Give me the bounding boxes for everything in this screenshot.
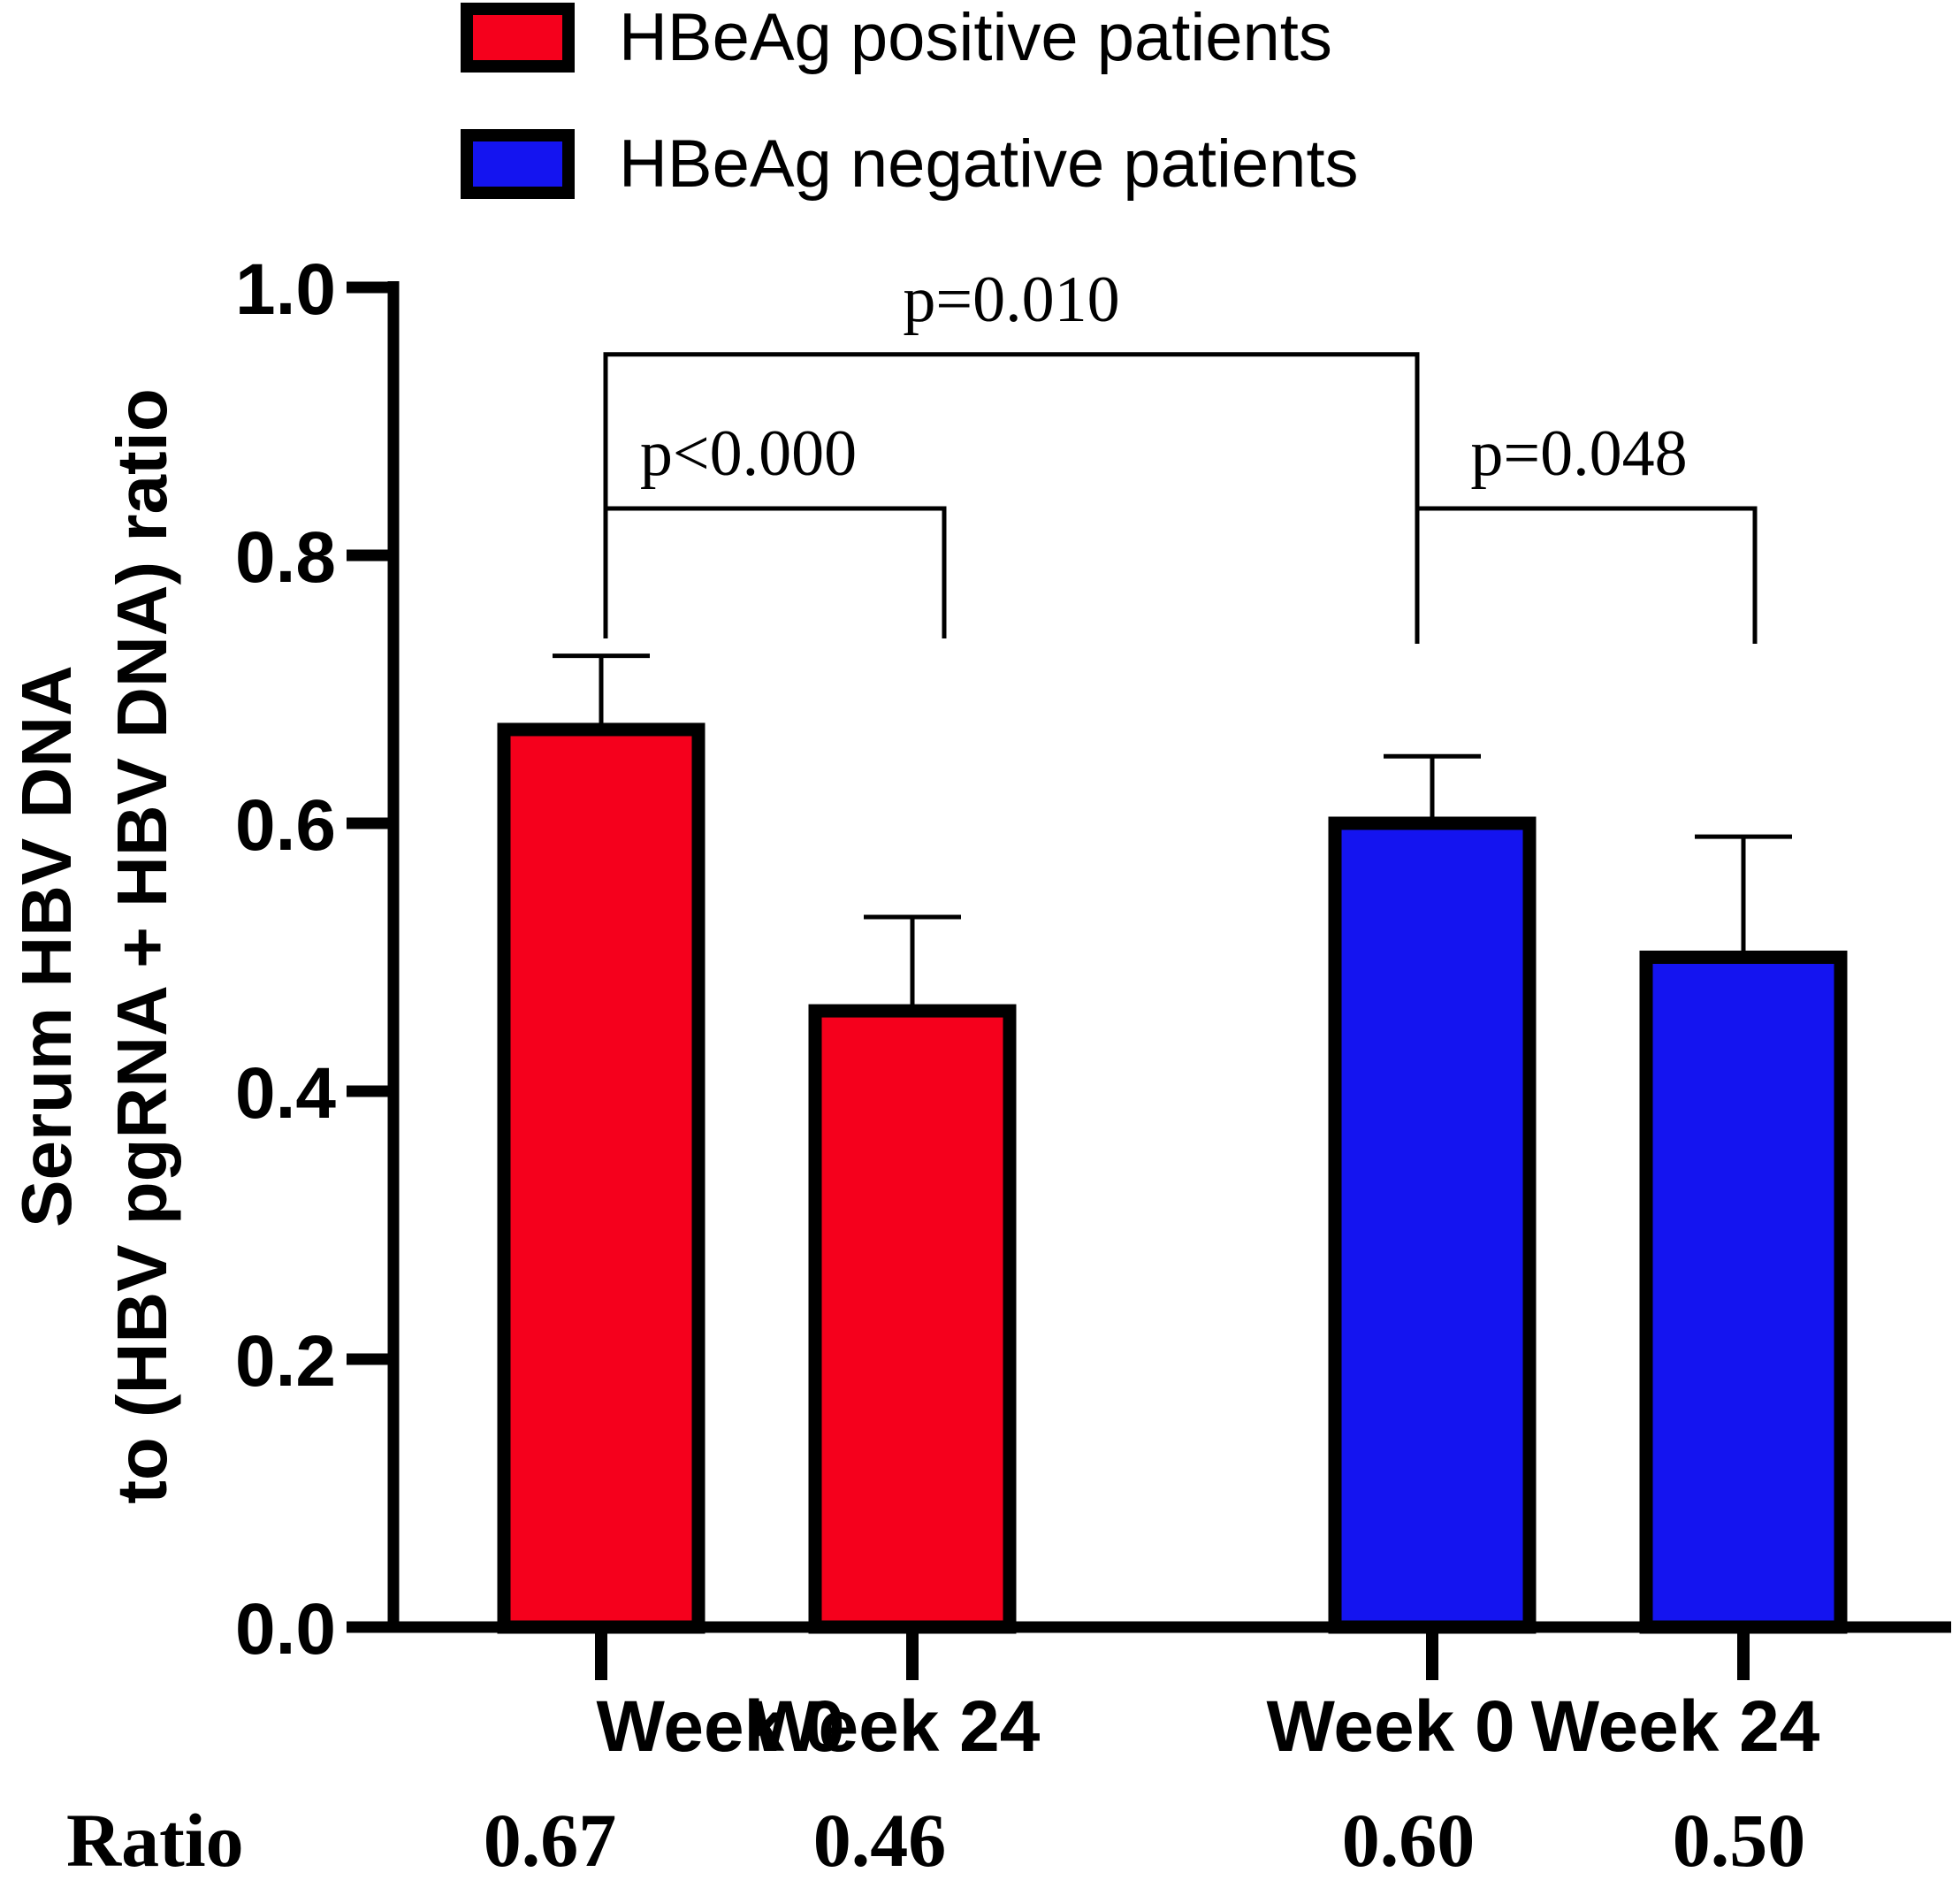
legend-label-positive: HBeAg positive patients bbox=[619, 0, 1332, 75]
y-tick-label: 0.2 bbox=[235, 1321, 336, 1402]
y-tick-label: 0.4 bbox=[235, 1053, 336, 1134]
significance-brackets: p<0.000 p=0.048 p=0.010 bbox=[603, 264, 1758, 644]
p-value-label: p=0.010 bbox=[903, 264, 1119, 336]
p-value-label: p<0.000 bbox=[640, 417, 857, 490]
bar bbox=[497, 722, 705, 1634]
x-tick-label: Week 24 bbox=[751, 1686, 1041, 1767]
significance-bracket bbox=[1415, 506, 1758, 644]
legend: HBeAg positive patients HBeAg negative p… bbox=[461, 0, 1359, 202]
x-tick-label: Week 0 bbox=[596, 1686, 844, 1767]
legend-label-negative: HBeAg negative patients bbox=[619, 126, 1359, 202]
error-bars bbox=[553, 653, 1792, 1012]
y-tick-label: 1.0 bbox=[235, 249, 336, 330]
x-tick-label: Week 24 bbox=[1531, 1686, 1820, 1767]
ratio-row-label: Ratio bbox=[66, 1798, 244, 1880]
ratio-value: 0.67 bbox=[484, 1798, 617, 1880]
y-tick-label: 0.8 bbox=[235, 517, 336, 598]
p-value-label: p=0.048 bbox=[1470, 417, 1687, 490]
bar bbox=[808, 1004, 1017, 1634]
y-axis-label: Serum HBV DNA to (HBV pgRNA + HBV DNA) r… bbox=[7, 388, 181, 1503]
y-axis-label-line1: Serum HBV DNA bbox=[7, 665, 86, 1227]
y-tick-label: 0.0 bbox=[235, 1589, 336, 1670]
ratio-value: 0.46 bbox=[813, 1798, 947, 1880]
y-axis-ticks: 0.0 0.2 0.4 0.6 0.8 1.0 bbox=[235, 249, 393, 1670]
y-axis-label-line2: to (HBV pgRNA + HBV DNA) ratio bbox=[103, 388, 181, 1503]
y-tick-label: 0.6 bbox=[235, 785, 336, 866]
legend-swatch-positive bbox=[461, 3, 575, 73]
x-tick-label: Week 0 bbox=[1266, 1686, 1514, 1767]
ratio-value: 0.50 bbox=[1673, 1798, 1806, 1880]
ratio-value: 0.60 bbox=[1342, 1798, 1476, 1880]
bar bbox=[1639, 951, 1848, 1634]
bar bbox=[1328, 816, 1537, 1634]
significance-bracket bbox=[603, 352, 1420, 508]
bars bbox=[497, 722, 1848, 1634]
legend-swatch-negative bbox=[461, 129, 575, 199]
significance-bracket bbox=[603, 506, 947, 638]
ratio-values: 0.67 0.46 0.60 0.50 bbox=[484, 1798, 1806, 1880]
